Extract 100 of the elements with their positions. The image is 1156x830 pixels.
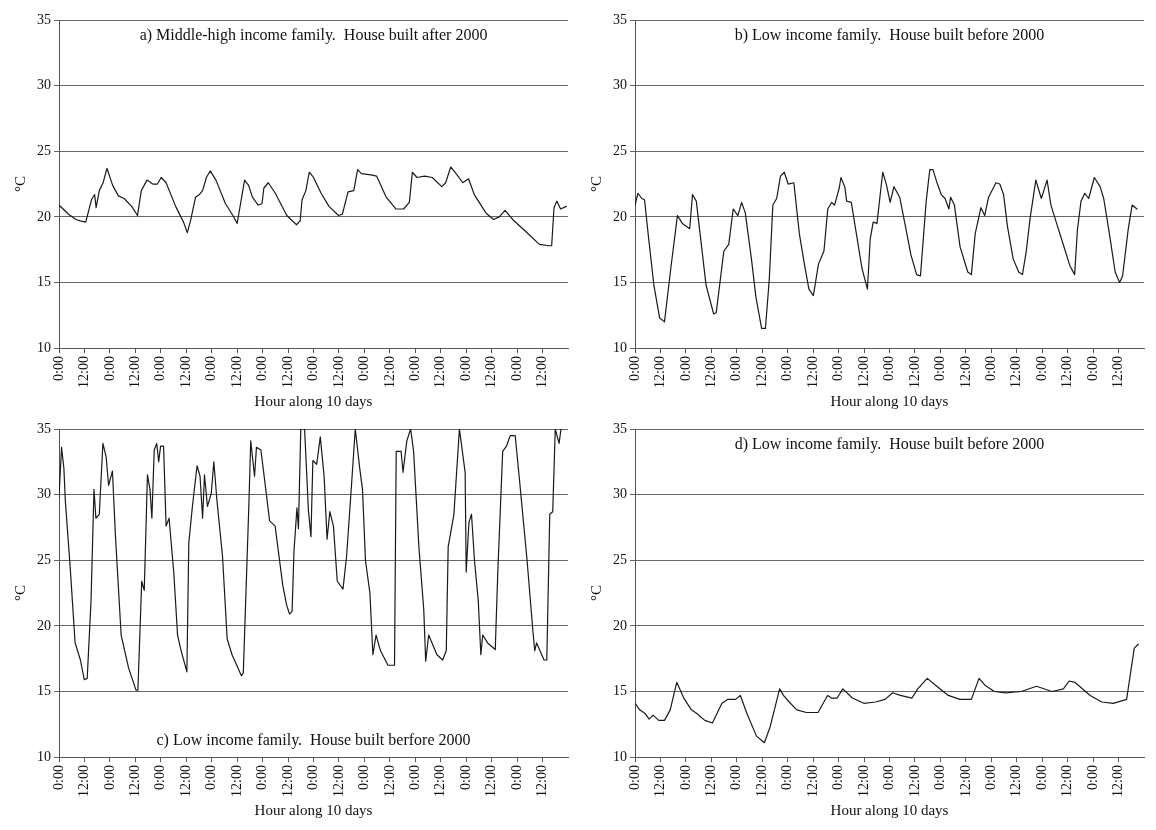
y-tick-label: 10 (613, 748, 627, 764)
y-tick-label: 25 (37, 551, 51, 567)
x-tick-label: 0:00 (1084, 356, 1100, 381)
x-tick-label: 0:00 (728, 356, 744, 381)
y-axis-title: °C (587, 176, 604, 193)
y-tick-label: 10 (37, 748, 51, 764)
x-tick-label: 0:00 (152, 356, 168, 381)
x-tick-label: 12:00 (906, 765, 922, 797)
x-tick-label: 12:00 (804, 765, 820, 797)
x-tick-label: 12:00 (483, 356, 499, 388)
x-tick-label: 0:00 (254, 356, 270, 381)
x-axis-title: Hour along 10 days (254, 392, 373, 409)
x-tick-label: 12:00 (432, 765, 448, 797)
y-tick-label: 30 (37, 486, 51, 502)
y-axis-title: °C (11, 176, 28, 193)
x-tick-label: 12:00 (804, 356, 820, 388)
x-tick-label: 0:00 (203, 356, 219, 381)
x-axis-title: Hour along 10 days (254, 801, 373, 818)
y-tick-label: 15 (37, 683, 51, 699)
x-tick-label: 0:00 (406, 765, 422, 790)
x-tick-label: 0:00 (1033, 356, 1049, 381)
x-tick-label: 0:00 (50, 765, 66, 790)
x-tick-label: 0:00 (830, 356, 846, 381)
x-tick-label: 0:00 (101, 765, 117, 790)
x-tick-label: 0:00 (203, 765, 219, 790)
x-tick-label: 12:00 (127, 356, 143, 388)
x-tick-label: 0:00 (830, 765, 846, 790)
x-tick-label: 12:00 (381, 356, 397, 388)
y-tick-label: 35 (613, 11, 627, 27)
x-tick-label: 12:00 (1008, 765, 1024, 797)
y-tick-label: 15 (613, 683, 627, 699)
x-tick-label: 12:00 (1110, 765, 1126, 797)
x-tick-label: 12:00 (1059, 356, 1075, 388)
x-tick-label: 0:00 (406, 356, 422, 381)
y-tick-label: 25 (613, 551, 627, 567)
x-tick-label: 12:00 (127, 765, 143, 797)
x-tick-label: 12:00 (330, 356, 346, 388)
x-tick-label: 0:00 (508, 356, 524, 381)
y-tick-label: 25 (613, 142, 627, 158)
text: c) Low income family. House built berfore 2000 (156, 731, 471, 750)
x-tick-label: 0:00 (1084, 765, 1100, 790)
x-tick-label: 12:00 (177, 356, 193, 388)
x-tick-label: 0:00 (305, 765, 321, 790)
x-tick-label: 0:00 (305, 356, 321, 381)
y-tick-label: 30 (37, 77, 51, 93)
x-tick-label: 0:00 (932, 356, 948, 381)
y-axis-title: °C (11, 585, 28, 602)
y-tick-label: 35 (613, 420, 627, 436)
y-tick-label: 30 (613, 77, 627, 93)
x-tick-label: 12:00 (432, 356, 448, 388)
x-tick-label: 0:00 (982, 356, 998, 381)
y-tick-label: 35 (37, 420, 51, 436)
x-tick-label: 12:00 (753, 356, 769, 388)
x-tick-label: 12:00 (753, 765, 769, 797)
x-tick-label: 0:00 (1033, 765, 1049, 790)
x-tick-label: 0:00 (356, 765, 372, 790)
x-tick-label: 12:00 (228, 356, 244, 388)
x-tick-label: 12:00 (1110, 356, 1126, 388)
x-tick-label: 12:00 (703, 765, 719, 797)
x-tick-label: 0:00 (677, 765, 693, 790)
x-tick-label: 0:00 (881, 765, 897, 790)
y-tick-label: 15 (613, 274, 627, 290)
x-tick-label: 0:00 (508, 765, 524, 790)
x-tick-label: 12:00 (483, 765, 499, 797)
x-tick-label: 0:00 (50, 356, 66, 381)
y-tick-label: 30 (613, 486, 627, 502)
x-tick-label: 12:00 (381, 765, 397, 797)
x-tick-label: 0:00 (457, 765, 473, 790)
x-tick-label: 0:00 (728, 765, 744, 790)
x-tick-label: 0:00 (677, 356, 693, 381)
x-axis-title: Hour along 10 days (830, 801, 949, 818)
y-tick-label: 20 (37, 617, 51, 633)
x-tick-label: 0:00 (626, 765, 642, 790)
chart-title: d) Low income family. House built before 2000 (734, 435, 1045, 454)
x-tick-label: 0:00 (779, 356, 795, 381)
y-tick-label: 10 (613, 339, 627, 355)
x-tick-label: 12:00 (957, 765, 973, 797)
y-tick-label: 20 (613, 208, 627, 224)
chart-title: b) Low income family. House built before 2000 (734, 26, 1045, 45)
y-tick-label: 35 (37, 11, 51, 27)
x-tick-label: 12:00 (703, 356, 719, 388)
x-tick-label: 12:00 (76, 356, 92, 388)
x-tick-label: 0:00 (982, 765, 998, 790)
x-tick-label: 0:00 (779, 765, 795, 790)
x-tick-label: 12:00 (177, 765, 193, 797)
x-tick-label: 12:00 (652, 765, 668, 797)
x-tick-label: 0:00 (101, 356, 117, 381)
y-tick-label: 20 (37, 208, 51, 224)
x-tick-label: 12:00 (855, 356, 871, 388)
x-tick-label: 12:00 (1059, 765, 1075, 797)
x-tick-label: 12:00 (279, 765, 295, 797)
x-tick-label: 12:00 (534, 765, 550, 797)
x-tick-label: 12:00 (1008, 356, 1024, 388)
y-tick-label: 15 (37, 274, 51, 290)
x-tick-label: 0:00 (457, 356, 473, 381)
x-tick-label: 12:00 (957, 356, 973, 388)
y-tick-label: 20 (613, 617, 627, 633)
x-tick-label: 0:00 (932, 765, 948, 790)
x-tick-label: 0:00 (254, 765, 270, 790)
x-tick-label: 0:00 (152, 765, 168, 790)
